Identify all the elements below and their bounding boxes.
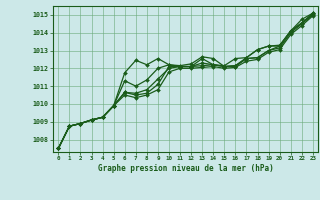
- X-axis label: Graphe pression niveau de la mer (hPa): Graphe pression niveau de la mer (hPa): [98, 164, 274, 173]
